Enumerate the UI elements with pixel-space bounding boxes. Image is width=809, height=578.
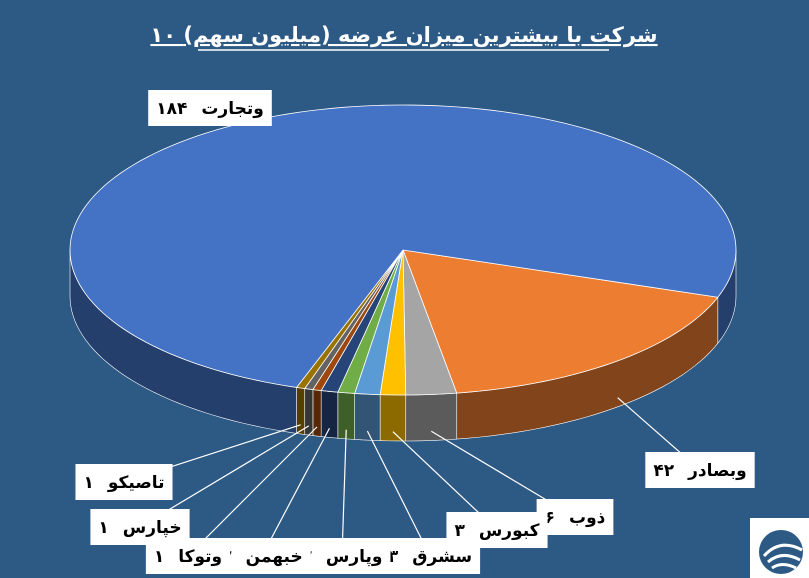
label-value: ۴۲ <box>653 461 674 481</box>
label-value: ۱ <box>98 518 108 538</box>
label-name: تاصیکو <box>107 473 165 493</box>
slice-side <box>405 392 458 442</box>
data-label: ۳ سشرق <box>366 430 481 574</box>
label-box <box>90 509 190 545</box>
label-value: ۱ <box>83 473 93 493</box>
data-label: ۱۸۴ وتجارت <box>148 90 272 126</box>
label-box <box>536 499 614 535</box>
data-label: ۱ تاصیکو <box>75 424 301 500</box>
label-box <box>75 464 173 500</box>
label-value: ۳ <box>454 521 465 541</box>
label-name: وتوکا <box>178 547 222 567</box>
slice-side <box>304 388 314 436</box>
logo <box>750 518 809 578</box>
data-label: ۴۲ وبصادر <box>617 397 755 488</box>
label-name: وتجارت <box>201 99 263 119</box>
data-label: ۳ کبورس <box>392 431 548 548</box>
label-name: سشرق <box>412 547 472 567</box>
label-value: ۱۸۴ <box>156 99 187 119</box>
label-name: ذوب <box>569 508 606 528</box>
slice-side <box>379 394 407 442</box>
data-label: ۶ ذوب <box>431 430 614 535</box>
label-value: ۶ <box>545 508 555 528</box>
label-name: خبهمن <box>246 547 303 567</box>
label-box <box>645 452 755 488</box>
label-box <box>148 90 272 126</box>
slice <box>402 249 458 396</box>
label-name: خپارس <box>123 518 182 538</box>
leader-line <box>366 430 431 557</box>
slice-side <box>320 390 339 439</box>
label-box <box>379 538 481 574</box>
leader-line <box>341 429 347 557</box>
label-name: وبصادر <box>687 461 747 481</box>
leader-line <box>187 426 318 557</box>
data-label: ۱ خپارس <box>90 425 310 545</box>
chart-title: ۱۰ شرکت با بیشترین میزان عرضه (میلیون سه… <box>150 23 657 47</box>
label-name: کبورس <box>479 521 540 541</box>
label-value: ۳ <box>388 547 399 567</box>
label-name: وپارس <box>326 547 383 567</box>
slice-side <box>296 387 306 435</box>
leader-line <box>261 427 331 557</box>
label-value: ۱ <box>154 547 164 567</box>
slice-side <box>354 393 381 441</box>
